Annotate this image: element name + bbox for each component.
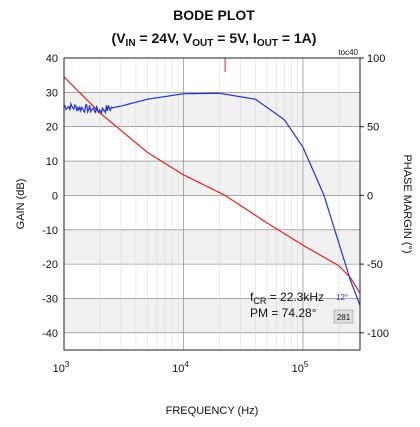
y-left-tick-label: -20 (42, 259, 58, 271)
shaded-bands (64, 92, 360, 333)
shaded-band (64, 229, 360, 265)
plot-frame (63, 57, 361, 351)
crossover-frequency-annotation: fCR = 22.3kHz (250, 290, 324, 306)
shaded-band (64, 92, 360, 127)
y-left-tick-label: -30 (42, 293, 58, 305)
series-line-gain (64, 76, 360, 294)
x-tick-label: 105 (292, 360, 309, 375)
chart-subtitle: (VIN = 24V, VOUT = 5V, IOUT = 1A) (112, 30, 317, 49)
shaded-band (64, 298, 360, 333)
y-left-tick-label: 30 (46, 87, 58, 99)
figure-tag: toc40 (338, 48, 358, 57)
y-left-tick-label: 20 (46, 122, 58, 134)
shaded-band (64, 161, 360, 196)
right-axis-title: PHASE MARGIN (°) (401, 154, 413, 253)
y-left-tick-label: 0 (52, 190, 58, 202)
y-right-tick-label: 0 (367, 190, 373, 202)
y-left-tick-label: 10 (46, 156, 58, 168)
chart-title: BODE PLOT (173, 7, 255, 23)
corner-blue-mark: 12° (336, 293, 348, 302)
phase-margin-annotation: PM = 74.28° (250, 306, 317, 320)
series-layer (64, 58, 360, 306)
corner-grey-mark: 281 (337, 313, 351, 322)
y-right-tick-label: -50 (367, 259, 383, 271)
y-left-tick-label: -40 (42, 328, 58, 340)
x-axis-title: FREQUENCY (Hz) (166, 405, 259, 417)
y-right-tick-label: 50 (367, 122, 379, 134)
y-left-tick-label: -10 (42, 225, 58, 237)
y-right-tick-label: 100 (367, 53, 385, 65)
right-axis-ticks: 100 50 0 -50 -100 (360, 53, 389, 340)
x-tick-label: 104 (172, 360, 189, 375)
x-axis-ticks: 103 104 105 (53, 360, 309, 375)
y-left-tick-label: 40 (46, 53, 58, 65)
left-axis-ticks: 40 30 20 10 0 -10 -20 -30 -40 (42, 53, 58, 340)
series-line-phase-margin (64, 92, 360, 306)
x-tick-label: 103 (53, 360, 70, 375)
corner-grey-box (333, 309, 354, 324)
y-right-tick-label: -100 (367, 328, 389, 340)
left-axis-title: GAIN (dB) (15, 179, 27, 230)
